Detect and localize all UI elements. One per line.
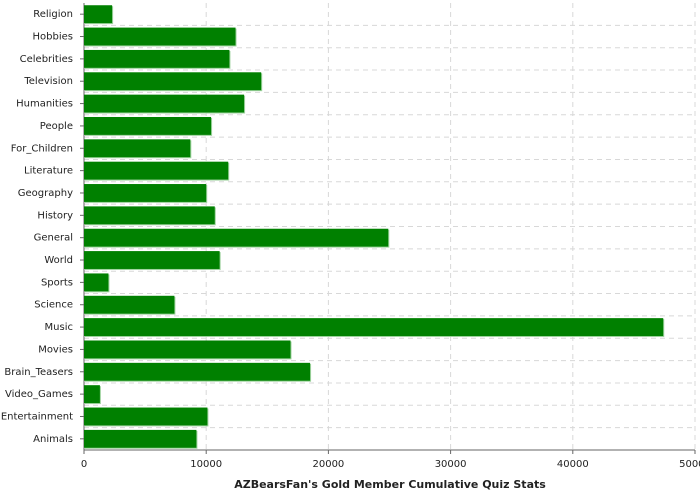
y-tick-label: History — [37, 210, 73, 221]
bar — [84, 49, 230, 68]
y-tick-label: Animals — [33, 434, 73, 445]
x-tick-label: 30000 — [435, 459, 467, 470]
y-tick-label: Literature — [24, 166, 73, 177]
x-tick-label: 20000 — [312, 459, 344, 470]
y-tick-label: Geography — [18, 188, 73, 199]
x-tick-label: 40000 — [557, 459, 589, 470]
bar — [84, 295, 175, 314]
y-tick-label: Sports — [41, 277, 73, 288]
bar — [84, 94, 245, 113]
bar — [84, 273, 109, 292]
bar — [84, 251, 220, 269]
y-tick-label: Humanities — [16, 99, 73, 110]
x-tick-label: 50000 — [679, 459, 700, 470]
y-tick-label: World — [44, 255, 73, 266]
y-tick-label: Television — [23, 76, 73, 87]
x-tick-label: 0 — [81, 459, 87, 470]
bar — [84, 318, 664, 337]
y-tick-label: Hobbies — [33, 32, 73, 43]
y-tick-label: Science — [34, 300, 73, 311]
bar — [84, 429, 197, 448]
y-tick-label: Music — [45, 322, 73, 333]
y-tick-label: General — [34, 233, 73, 244]
y-tick-label: Brain_Teasers — [4, 367, 73, 378]
bar — [84, 27, 236, 46]
bar — [84, 5, 113, 24]
bar — [84, 72, 262, 91]
y-tick-label: People — [40, 121, 73, 132]
y-tick-label: Religion — [33, 9, 73, 20]
bar — [84, 116, 212, 135]
bar — [84, 139, 191, 158]
bar — [84, 184, 207, 202]
y-tick-label: Celebrities — [20, 54, 73, 65]
y-tick-label: Entertainment — [1, 411, 73, 422]
bar — [84, 161, 229, 180]
bar — [84, 362, 311, 381]
bar — [84, 385, 100, 404]
y-tick-label: Movies — [38, 344, 73, 355]
x-tick-label: 10000 — [190, 459, 222, 470]
y-tick-label: Video_Games — [5, 389, 73, 400]
y-tick-label: For_Children — [11, 143, 73, 154]
bar — [84, 407, 208, 426]
bar — [84, 340, 291, 359]
chart-title: AZBearsFan's Gold Member Cumulative Quiz… — [234, 478, 546, 491]
bar — [84, 206, 215, 225]
bar — [84, 228, 389, 247]
